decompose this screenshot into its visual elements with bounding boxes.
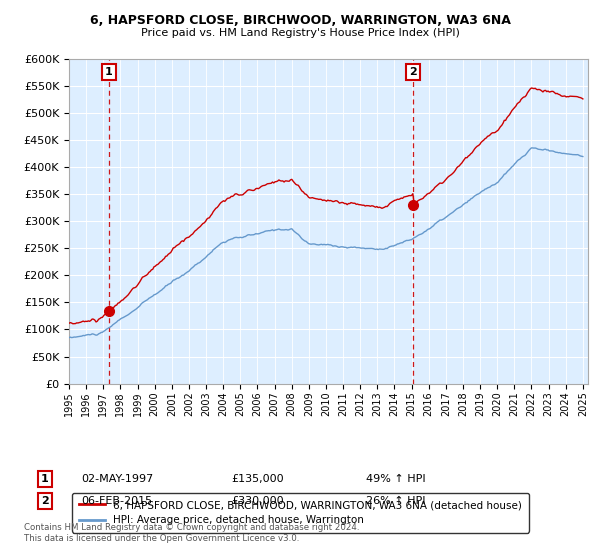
Text: 1: 1 bbox=[41, 474, 49, 484]
Legend: 6, HAPSFORD CLOSE, BIRCHWOOD, WARRINGTON, WA3 6NA (detached house), HPI: Average: 6, HAPSFORD CLOSE, BIRCHWOOD, WARRINGTON… bbox=[71, 493, 529, 533]
Text: This data is licensed under the Open Government Licence v3.0.: This data is licensed under the Open Gov… bbox=[24, 534, 299, 543]
Text: 49% ↑ HPI: 49% ↑ HPI bbox=[366, 474, 425, 484]
Text: 2: 2 bbox=[41, 496, 49, 506]
Text: £135,000: £135,000 bbox=[231, 474, 284, 484]
Text: 2: 2 bbox=[409, 67, 417, 77]
Text: £330,000: £330,000 bbox=[231, 496, 284, 506]
Text: 6, HAPSFORD CLOSE, BIRCHWOOD, WARRINGTON, WA3 6NA: 6, HAPSFORD CLOSE, BIRCHWOOD, WARRINGTON… bbox=[89, 14, 511, 27]
Text: Contains HM Land Registry data © Crown copyright and database right 2024.: Contains HM Land Registry data © Crown c… bbox=[24, 523, 359, 532]
Text: 02-MAY-1997: 02-MAY-1997 bbox=[81, 474, 153, 484]
Text: 1: 1 bbox=[105, 67, 113, 77]
Text: 06-FEB-2015: 06-FEB-2015 bbox=[81, 496, 152, 506]
Text: Price paid vs. HM Land Registry's House Price Index (HPI): Price paid vs. HM Land Registry's House … bbox=[140, 28, 460, 38]
Text: 26% ↑ HPI: 26% ↑ HPI bbox=[366, 496, 425, 506]
